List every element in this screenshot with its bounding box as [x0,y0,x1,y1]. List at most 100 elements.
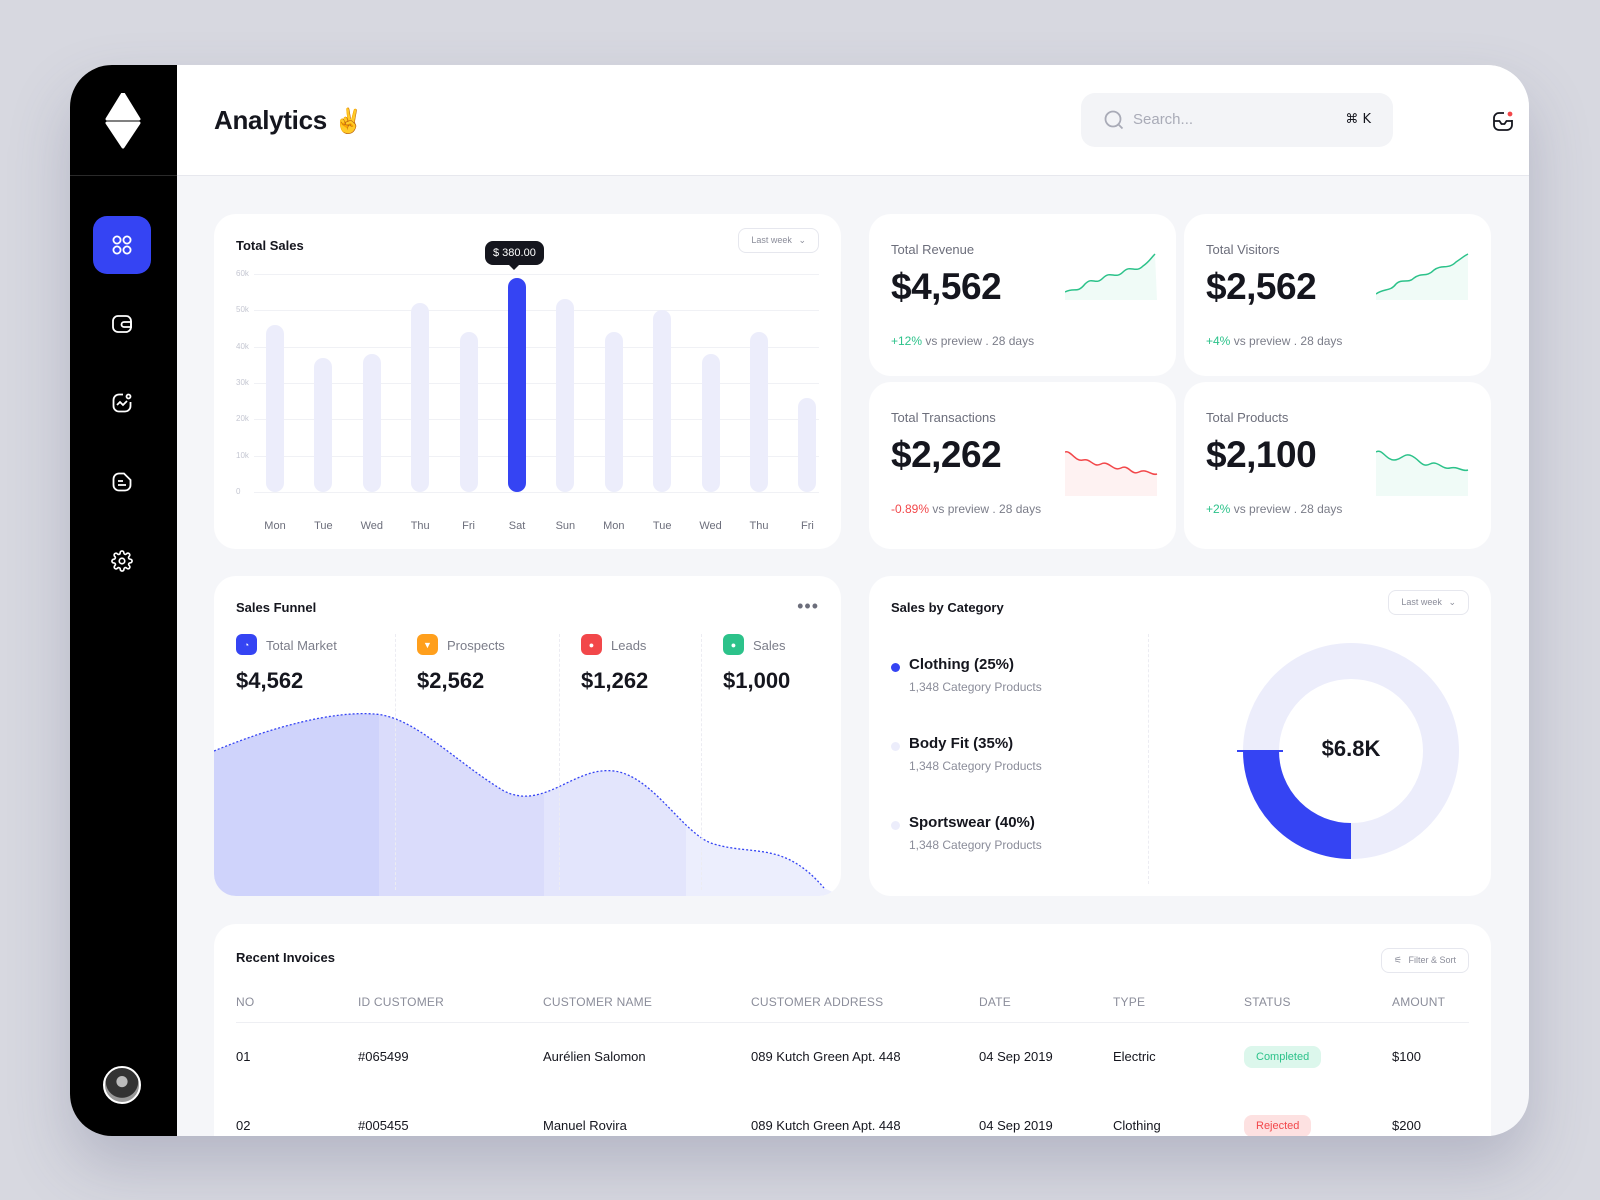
category-item[interactable]: Clothing (25%) 1,348 Category Products [891,656,1131,700]
table-header-cell[interactable]: AMOUNT [1392,995,1446,1009]
y-tick-label: 50k [236,305,249,315]
funnel-stage-icon: ◔ [236,634,257,655]
topbar: Analytics ✌️ Search... ⌘ K [177,65,1529,176]
filter-sort-label: Filter & Sort [1408,955,1456,965]
funnel-divider [395,634,396,890]
avatar[interactable] [103,1066,141,1104]
funnel-stage-sales[interactable]: ● Sales $1,000 [723,634,841,888]
sidebar-divider [70,175,177,176]
category-name: Body Fit (35%) [909,735,1014,752]
sidebar-item-documents[interactable] [93,453,151,511]
stat-value: $2,262 [891,434,1002,475]
gridline [254,310,819,312]
stat-change: +12% [891,334,923,348]
bar-tue[interactable] [653,310,672,492]
stat-footer: +4% vs preview . 28 days [1206,334,1342,348]
sales-by-category-card: Sales by Category Last week ⌄ $6.8K Clot… [869,576,1491,896]
funnel-curve [214,712,825,889]
sidebar-item-dashboard[interactable] [93,216,151,274]
inbox-icon[interactable] [1492,110,1514,132]
table-header-cell[interactable]: ID CUSTOMER [358,995,444,1009]
page-title-text: Analytics [214,105,327,135]
funnel-stage-leads[interactable]: ● Leads $1,262 [581,634,721,888]
search-shortcut: ⌘ K [1345,112,1371,127]
funnel-stage-label: Sales [753,638,786,653]
table-row[interactable]: 02 #005455 Manuel Rovira 089 Kutch Green Ap… [214,1115,1491,1136]
range-label: Last week [751,235,792,245]
category-range-dropdown[interactable]: Last week ⌄ [1388,590,1469,615]
funnel-stage-prospects[interactable]: ▼ Prospects $2,562 [417,634,557,888]
donut-total: $6.8K [1321,736,1381,761]
wallet-icon [112,315,132,333]
table-cell-date: 04 Sep 2019 [979,1118,1053,1133]
table-cell-name: Manuel Rovira [543,1118,627,1133]
gridline [254,419,819,421]
more-options-icon[interactable]: ••• [797,596,819,616]
table-row[interactable]: 01 #065499 Aurélien Salomon 089 Kutch Green… [214,1046,1491,1079]
sales-funnel-title: Sales Funnel [236,600,317,615]
bar-sun[interactable] [556,299,575,492]
table-cell-id: #005455 [358,1118,409,1133]
table-header-cell[interactable]: STATUS [1244,995,1291,1009]
search-icon [1104,110,1124,130]
stat-change: -0.89% [891,502,930,516]
funnel-divider [559,634,560,890]
bar-mon[interactable] [266,324,284,492]
stat-card-total-transactions: Total Transactions $2,262 -0.89% vs previe… [869,382,1176,549]
bar-fri[interactable] [459,332,478,492]
stat-footer-text: vs preview . 28 days [932,502,1042,516]
table-header-cell[interactable]: DATE [979,995,1011,1009]
range-label: Last week [1401,597,1442,607]
category-color-dot [891,821,900,830]
status-badge: Rejected [1244,1115,1312,1136]
total-sales-range-dropdown[interactable]: Last week ⌄ [738,228,819,253]
category-item[interactable]: Body Fit (35%) 1,348 Category Products [891,735,1131,779]
bar-thu[interactable] [750,332,768,492]
search-input[interactable]: Search... [1133,111,1194,128]
stat-card-total-products: Total Products $2,100 +2% vs preview . 28 … [1184,382,1491,549]
bar-sat[interactable] [508,277,526,492]
bar-thu[interactable] [411,303,430,492]
funnel-stage-value: $1,262 [581,668,649,693]
search-box[interactable]: Search... ⌘ K [1081,93,1393,147]
table-cell-amount: $100 [1392,1049,1421,1064]
table-header-cell[interactable]: NO [236,995,255,1009]
sparkline [1065,451,1158,496]
stat-value: $4,562 [891,266,1002,307]
sidebar-item-analytics[interactable] [93,374,151,432]
stat-label: Total Transactions [891,410,996,425]
bar-tue[interactable] [314,357,333,492]
bar-wed[interactable] [362,353,381,492]
recent-invoices-card: Recent Invoices ⚟ Filter & Sort NO ID CUS… [214,924,1491,1136]
y-tick-label: 0 [236,487,241,496]
table-cell-amount: $200 [1392,1118,1421,1133]
bar-fri[interactable] [798,397,817,492]
funnel-divider [701,634,702,890]
x-tick-label: Sun [555,520,576,532]
stat-change: +2% [1206,502,1231,516]
status-badge: Completed [1244,1046,1322,1068]
stat-label: Total Revenue [891,242,975,257]
bar-mon[interactable] [604,332,623,492]
table-cell-address: 089 Kutch Green Apt. 448 [751,1118,901,1133]
x-tick-label: Wed [360,520,383,532]
table-header-cell[interactable]: TYPE [1113,995,1146,1009]
sales-by-category-title: Sales by Category [891,600,1004,615]
funnel-stage-total-market[interactable]: ◔ Total Market $4,562 [236,634,376,888]
stat-value: $2,100 [1206,434,1317,475]
filter-sort-button[interactable]: ⚟ Filter & Sort [1380,948,1469,973]
table-header-cell[interactable]: CUSTOMER NAME [543,995,653,1009]
table-header-cell[interactable]: CUSTOMER ADDRESS [751,995,884,1009]
bar-wed[interactable] [701,353,720,492]
table-cell-type: Clothing [1113,1118,1161,1133]
y-tick-label: 60k [236,269,249,278]
sidebar-item-wallet[interactable] [93,295,151,353]
gridline [254,383,819,384]
funnel-stage-value: $2,562 [417,668,485,693]
sidebar-item-settings[interactable] [93,532,151,590]
funnel-stage-value: $1,000 [723,668,791,693]
stat-card-total-revenue: Total Revenue $4,562 +12% vs preview . 28 … [869,214,1176,376]
category-item[interactable]: Sportswear (40%) 1,348 Category Products [891,814,1131,858]
funnel-stage-label: Prospects [447,638,505,653]
funnel-stage-label: Leads [611,638,647,653]
